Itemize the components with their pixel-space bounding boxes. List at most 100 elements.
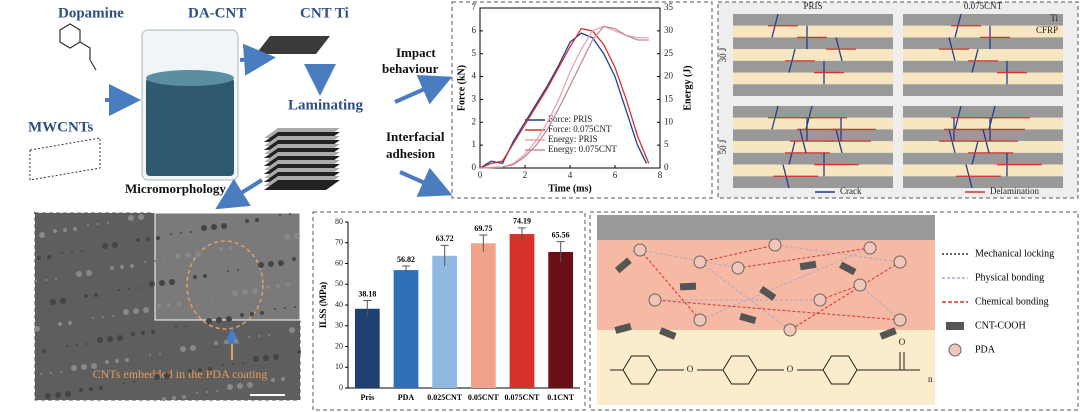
bar — [470, 243, 496, 388]
texture — [289, 213, 291, 215]
bond — [699, 247, 871, 321]
repeat: n — [928, 374, 933, 384]
y2-tick-label: 15 — [664, 93, 674, 103]
y2-tick-label: 35 — [664, 2, 674, 12]
bond — [774, 244, 901, 263]
texture — [268, 334, 270, 336]
coating — [597, 240, 935, 330]
texture — [42, 349, 46, 353]
layer-band — [733, 141, 893, 153]
texture — [274, 308, 276, 310]
texture — [185, 325, 187, 327]
label: Interfacial — [386, 129, 445, 144]
y2-tick-label: 30 — [664, 25, 674, 35]
chain — [610, 352, 920, 371]
texture — [117, 335, 123, 341]
texture — [294, 306, 296, 308]
layer-band — [903, 37, 1063, 50]
texture — [276, 284, 280, 288]
y-tick-label: 2 — [472, 116, 477, 126]
bond — [819, 284, 861, 301]
layer — [264, 180, 340, 190]
texture — [162, 397, 166, 401]
x-tick-label: 0.075CNT — [505, 393, 541, 402]
layer-band — [733, 49, 893, 61]
texture — [195, 251, 201, 257]
pda — [893, 313, 907, 327]
texture — [234, 339, 238, 343]
texture — [253, 242, 255, 244]
texture — [286, 283, 290, 287]
label: MWCNTs — [28, 119, 93, 135]
label: Impact — [396, 45, 436, 60]
texture — [68, 321, 72, 325]
legend-label: Energy: 0.075CNT — [548, 144, 617, 154]
layer-band — [733, 117, 893, 130]
texture — [136, 238, 140, 242]
texture — [123, 309, 129, 315]
texture — [201, 225, 207, 231]
texture — [284, 307, 286, 309]
texture — [221, 223, 227, 229]
layer-label: CFRP — [1036, 25, 1058, 35]
bar — [393, 270, 419, 388]
caption: CNTs embedded in the PDA coating — [93, 367, 268, 381]
label: CNT Ti — [300, 5, 349, 21]
process-drawings — [29, 23, 453, 210]
texture — [284, 234, 290, 240]
texture — [159, 353, 161, 355]
texture — [102, 316, 104, 318]
texture — [130, 264, 134, 268]
pda — [853, 278, 867, 292]
layer-band — [903, 106, 1063, 118]
error-bar — [556, 241, 565, 263]
texture — [60, 298, 66, 304]
texture — [175, 253, 181, 259]
legend-label: Energy: PRIS — [548, 134, 598, 144]
cnt — [879, 327, 897, 340]
layer-band — [903, 117, 1063, 130]
cnt — [759, 286, 777, 301]
column-label: PRIS — [803, 1, 822, 11]
bond — [699, 261, 791, 331]
bond — [789, 261, 901, 331]
layer-band — [903, 164, 1063, 177]
y2-tick-label: 5 — [664, 139, 669, 149]
texture — [206, 318, 212, 324]
texture — [115, 359, 119, 363]
texture — [172, 396, 176, 400]
texture — [86, 343, 88, 345]
legend-label: Mechanical locking — [975, 248, 1054, 259]
texture — [73, 227, 77, 231]
y-tick-label: 5 — [472, 48, 477, 58]
texture — [167, 303, 171, 307]
y-tick-label: 70 — [335, 238, 343, 247]
texture — [45, 393, 51, 399]
texture — [227, 384, 233, 390]
legend-label: Physical bonding — [975, 272, 1044, 283]
layer-band — [903, 72, 1063, 85]
texture — [242, 362, 244, 364]
texture — [271, 378, 275, 382]
texture — [278, 260, 284, 266]
texture — [76, 344, 78, 346]
texture — [248, 336, 250, 338]
texture — [258, 262, 264, 268]
texture — [125, 358, 129, 362]
y-tick-label: 30 — [335, 321, 343, 330]
texture — [81, 364, 87, 370]
texture — [105, 360, 109, 364]
bond — [859, 284, 901, 321]
error-bar — [402, 265, 410, 275]
texture — [53, 229, 57, 233]
atom: O — [787, 364, 794, 374]
texture — [66, 345, 68, 347]
texture — [143, 307, 149, 313]
x-tick-label: 2 — [523, 170, 528, 180]
texture — [79, 388, 83, 392]
texture — [206, 391, 208, 393]
texture — [297, 350, 301, 354]
texture — [219, 247, 223, 251]
layer-label: Ti — [1050, 13, 1058, 23]
y2-tick-label: 10 — [664, 116, 674, 126]
